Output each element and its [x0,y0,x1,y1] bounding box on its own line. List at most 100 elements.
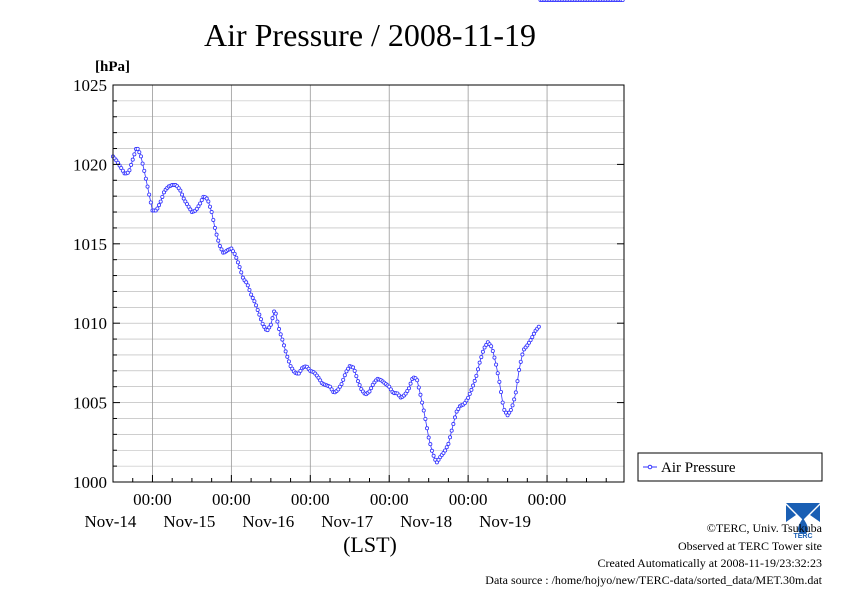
data-point [281,343,286,348]
grid-lines [113,85,624,482]
data-point [130,157,135,162]
data-point [520,352,525,357]
data-point [155,206,160,211]
y-axis: 1000 1005 1010 1015 1020 1025 [73,76,624,492]
data-point [217,244,222,249]
data-point [620,0,625,2]
data-point [355,379,360,384]
data-point [235,260,240,265]
x-tick-label: 00:00 [370,490,409,509]
data-point [280,337,285,342]
x-tick-label: 00:00 [291,490,330,509]
data-point [211,217,216,222]
data-point [147,192,152,197]
y-tick-label: 1020 [73,155,107,174]
data-point [352,368,357,373]
data-point [127,168,132,173]
data-point [214,232,219,237]
x-day-label: Nov-14 [84,512,136,531]
data-point [158,199,163,204]
terc-logo: TERC [784,501,822,540]
x-tick-label: 00:00 [449,490,488,509]
data-point [132,152,137,157]
data-point [369,386,374,391]
footer-copyright: ©TERC, Univ. Tsukuba [707,521,823,535]
data-point [129,162,134,167]
data-point [270,316,275,321]
data-point [268,322,273,327]
data-point [421,408,426,413]
data-point [472,378,477,383]
data-point [207,204,212,209]
data-point [500,400,505,405]
data-point [469,387,474,392]
data-point [495,371,500,376]
data-point [198,201,203,206]
data-point [148,200,153,205]
x-tick-label: 00:00 [528,490,567,509]
data-point [415,378,420,383]
data-point [204,196,209,201]
data-point [142,168,147,173]
data-point [199,198,204,203]
data-point [418,392,423,397]
data-point [497,379,502,384]
data-point [452,415,457,420]
data-point [339,382,344,387]
data-point [354,374,359,379]
y-tick-label: 1015 [73,235,107,254]
footer-source: Data source : /home/hojyo/new/TERC-data/… [485,573,822,587]
data-point [283,349,288,354]
data-point [448,435,453,440]
data-point [212,225,217,230]
x-tick-label: 00:00 [133,490,172,509]
data-point [232,251,237,256]
data-point [180,192,185,197]
data-point [181,196,186,201]
data-point [518,359,523,364]
x-axis: 00:00 Nov-14 00:00 Nov-15 00:00 Nov-16 00:00 No… [84,475,607,531]
data-point [515,379,520,384]
data-point [245,283,250,288]
data-point [479,355,484,360]
data-point [510,403,515,408]
data-point [530,335,535,340]
y-axis-unit-label: [hPa] [95,59,130,75]
data-point [492,355,497,360]
data-point [531,331,536,336]
data-point [489,344,494,349]
data-point [475,367,480,372]
data-point [474,373,479,378]
data-point [239,270,244,275]
data-point [140,161,145,166]
data-point [135,146,140,151]
data-point [247,287,252,292]
data-point [273,311,278,316]
data-point [466,395,471,400]
data-point [426,435,431,440]
data-point [285,354,290,359]
data-point [234,255,239,260]
data-point [490,348,495,353]
data-point [367,389,372,394]
y-tick-label: 1025 [73,76,107,95]
x-tick-label: 00:00 [212,490,251,509]
footer-created: Created Automatically at 2008-11-19/23:3… [597,556,822,570]
data-point [254,303,259,308]
data-point [408,381,413,386]
data-point [449,428,454,433]
data-point [416,385,421,390]
data-point [255,307,260,312]
legend-marker-swatch [647,464,653,470]
plot-frame [112,84,625,483]
data-point [196,204,201,209]
data-point [351,365,356,370]
x-day-label: Nov-16 [242,512,294,531]
legend: Air Pressure [637,452,823,482]
data-point [143,176,148,181]
data-point [216,238,221,243]
data-point [357,383,362,388]
data-point [425,426,430,431]
logo-text: TERC [793,533,812,540]
